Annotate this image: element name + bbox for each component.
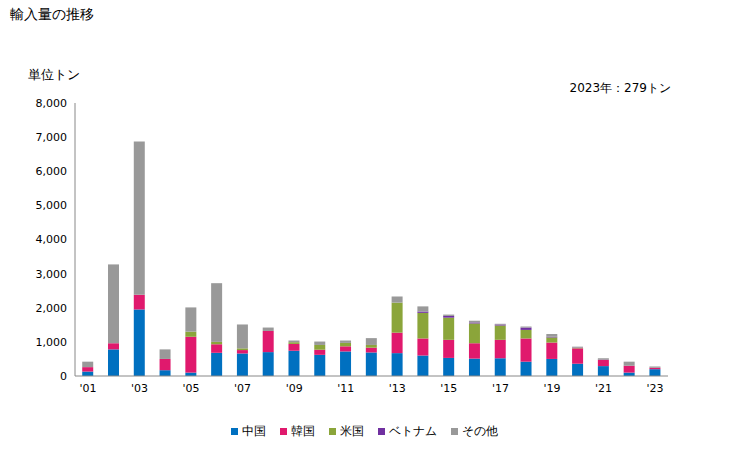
svg-text:'09: '09 [286,382,303,395]
html-text:2023年：279トン: 2023年：279トン [569,81,671,95]
svg-text:'13: '13 [389,382,406,395]
svg-text:'21: '21 [595,382,612,395]
svg-text:4,000: 4,000 [36,233,68,246]
html-text:輸入量の推移: 輸入量の推移 [10,6,94,22]
svg-text:'17: '17 [492,382,509,395]
svg-text:'01: '01 [79,382,96,395]
svg-text:'03: '03 [131,382,148,395]
svg-text:'15: '15 [440,382,457,395]
svg-text:7,000: 7,000 [36,131,68,144]
svg-text:3,000: 3,000 [36,268,68,281]
svg-text:2,000: 2,000 [36,302,68,315]
svg-text:6,000: 6,000 [36,165,68,178]
html-text:その他: その他 [462,424,498,438]
svg-text:'07: '07 [234,382,251,395]
svg-text:0: 0 [60,370,67,383]
svg-text:1,000: 1,000 [36,336,68,349]
html-text:中国: 中国 [242,424,266,438]
svg-text:8,000: 8,000 [36,97,68,110]
svg-text:'19: '19 [543,382,560,395]
html-text:単位トン: 単位トン [28,67,80,82]
html-text:韓国: 韓国 [291,424,315,438]
svg-text:5,000: 5,000 [36,199,68,212]
svg-text:'05: '05 [183,382,200,395]
svg-text:'11: '11 [337,382,354,395]
svg-text:'23: '23 [647,382,664,395]
html-text:ベトナム: ベトナム [389,424,437,438]
html-text:米国: 米国 [340,424,364,438]
